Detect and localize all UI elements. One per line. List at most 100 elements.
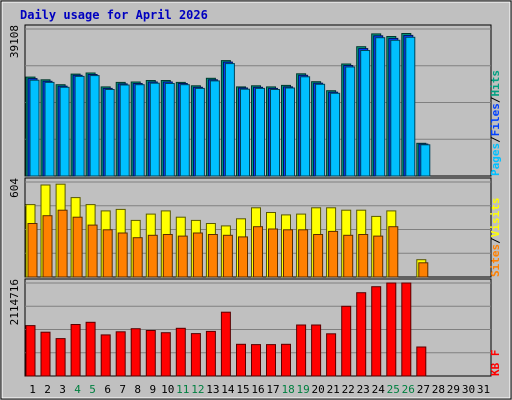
day-label: 22: [342, 383, 355, 396]
bar: [72, 216, 83, 278]
bar: [209, 80, 220, 177]
bar: [330, 92, 341, 177]
day-label: 10: [161, 383, 174, 396]
bar: [388, 226, 399, 278]
day-label: 23: [357, 383, 370, 396]
bar: [27, 223, 38, 278]
day-label: 12: [191, 383, 204, 396]
bar: [420, 144, 431, 177]
bar: [40, 331, 51, 377]
bar: [253, 226, 263, 278]
bar: [311, 324, 322, 377]
bar: [89, 75, 100, 177]
bar: [147, 234, 158, 278]
panel-legend: Pages/Files/Hits: [489, 70, 502, 176]
bar: [296, 324, 307, 377]
bar: [145, 330, 156, 377]
day-label: 27: [417, 383, 430, 396]
day-label: 1: [29, 383, 36, 396]
day-label: 21: [327, 383, 340, 396]
day-label: 26: [402, 383, 415, 396]
legend-entry: Files: [489, 103, 502, 136]
bar: [236, 343, 246, 377]
bar: [390, 39, 401, 177]
bar: [341, 305, 352, 377]
day-label: 18: [281, 383, 294, 396]
day-label: 14: [221, 383, 235, 396]
legend-entry: Visits: [489, 198, 502, 238]
bar: [371, 286, 382, 377]
bar: [251, 344, 261, 377]
bar: [328, 230, 339, 278]
bar: [57, 209, 68, 278]
bar: [220, 311, 231, 377]
bar: [386, 282, 397, 377]
bar: [44, 81, 55, 177]
day-label: 28: [432, 383, 445, 396]
bar: [119, 84, 130, 177]
bar: [360, 50, 371, 177]
bar: [207, 234, 218, 278]
bar: [418, 262, 429, 278]
y-max-label: 39108: [8, 25, 21, 58]
bar: [345, 66, 356, 177]
panel-kbytes: 2114716 KB F: [8, 278, 502, 377]
legend-entry: Hits: [489, 70, 502, 97]
x-axis-day-labels: 1 2 3 4 5 6 7 8 9 10 11 12 13 14 15 16 17 18 19 20 21 22 23 24 2…: [29, 383, 490, 396]
panel-legend: Sites/Visits: [489, 198, 502, 278]
bar: [117, 232, 128, 278]
bar: [160, 332, 171, 377]
bar: [205, 330, 216, 377]
bar: [134, 84, 145, 177]
bar: [224, 63, 235, 177]
bar: [194, 87, 205, 177]
legend-entry: /: [489, 136, 502, 143]
day-label: 6: [104, 383, 111, 396]
bar: [85, 321, 96, 377]
bar: [59, 86, 70, 177]
bar: [266, 344, 276, 377]
bar: [177, 235, 188, 278]
bar: [313, 234, 324, 278]
day-label: 11: [176, 383, 189, 396]
bar: [29, 79, 40, 177]
bar: [326, 333, 337, 377]
bar: [416, 346, 427, 377]
bar: [192, 232, 203, 278]
bar: [162, 234, 173, 278]
bar: [42, 215, 53, 278]
bar: [315, 83, 326, 177]
bar: [343, 234, 354, 278]
bar: [25, 325, 36, 377]
bar: [190, 333, 201, 377]
chart-title: Daily usage for April 2026: [20, 8, 208, 22]
day-label: 24: [372, 383, 386, 396]
bar: [281, 343, 291, 377]
panel-legend: KB F: [489, 350, 502, 377]
day-label: 20: [311, 383, 324, 396]
bar: [285, 87, 295, 177]
legend-entry: Pages: [489, 143, 502, 176]
day-label: 13: [206, 383, 219, 396]
bar: [373, 235, 384, 278]
day-label: 4: [74, 383, 81, 396]
bar: [405, 36, 416, 177]
bar: [175, 327, 186, 377]
day-label: 9: [149, 383, 156, 396]
day-label: 30: [462, 383, 475, 396]
legend-entry: /: [489, 237, 502, 244]
bar: [102, 229, 113, 278]
day-label: 2: [44, 383, 51, 396]
bar: [268, 228, 278, 278]
bar: [300, 76, 311, 177]
bar: [87, 224, 98, 278]
bar: [100, 334, 111, 377]
day-label: 29: [447, 383, 460, 396]
y-max-label: 2114716: [8, 279, 21, 325]
bar: [255, 87, 265, 177]
bar: [356, 292, 367, 377]
